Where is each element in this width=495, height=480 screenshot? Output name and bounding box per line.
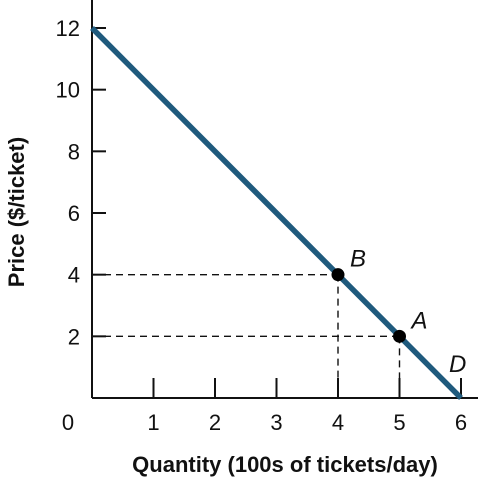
y-tick-label: 10: [56, 78, 80, 103]
x-tick-label: 4: [332, 410, 344, 435]
y-tick-label: 2: [68, 324, 80, 349]
point-b: [331, 268, 345, 282]
x-ticks: 1 2 3 4 5 6: [147, 378, 467, 435]
axes: [91, 0, 478, 399]
y-tick-label: 12: [56, 16, 80, 41]
x-tick-label: 3: [270, 410, 282, 435]
y-tick-label: 4: [68, 263, 80, 288]
point-a: [393, 329, 406, 343]
points-group: B AD: [331, 246, 466, 378]
x-tick-label: 5: [393, 410, 405, 435]
y-axis-title: Price ($/ticket): [4, 137, 29, 287]
demand-line: [90, 26, 463, 400]
point-label-b: B: [350, 246, 366, 273]
x-tick-label: 1: [147, 410, 159, 435]
x-axis-title: Quantity (100s of tickets/day): [132, 452, 438, 477]
point-label-a: A: [410, 307, 428, 334]
y-tick-label: 6: [68, 201, 80, 226]
series-group: [90, 26, 463, 400]
x-tick-label: 6: [455, 410, 467, 435]
origin-label: 0: [62, 410, 74, 435]
x-tick-label: 2: [209, 410, 221, 435]
point-label-d: D: [449, 351, 466, 378]
y-tick-label: 8: [68, 139, 80, 164]
y-ticks: 2 4 6 8 10 12: [56, 16, 106, 349]
